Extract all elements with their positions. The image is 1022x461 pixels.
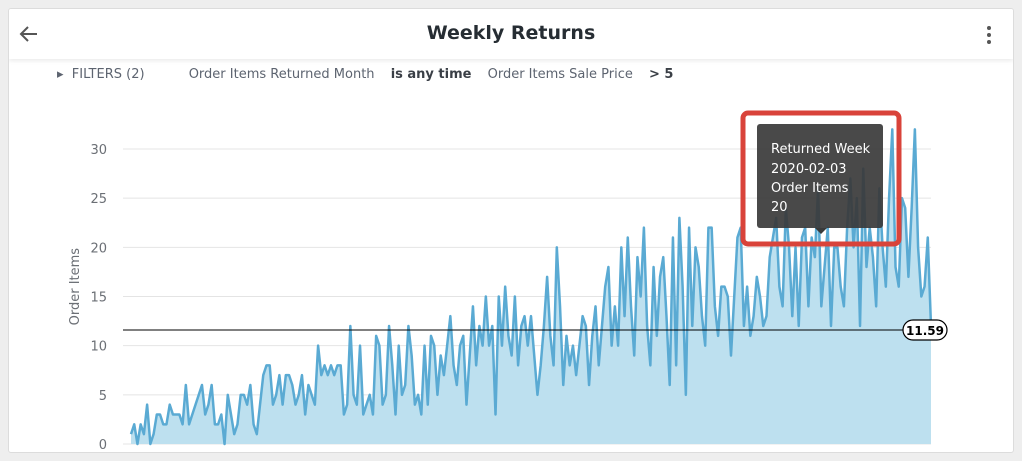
tooltip-text: 20 [771, 200, 788, 215]
y-tick-label: 10 [90, 340, 107, 355]
tooltip-text: Returned Week [771, 142, 871, 157]
reference-label-box [902, 319, 948, 341]
tooltip-pointer [815, 228, 827, 234]
area-line [129, 128, 933, 446]
filter: Order Items Sale Price > 5 [488, 67, 674, 82]
y-tick-label: 30 [90, 143, 107, 158]
reference-label: 11.59 [906, 324, 944, 338]
tooltip-text: 2020-02-03 [771, 162, 847, 177]
tooltip-box [757, 124, 883, 228]
y-tick-label: 20 [90, 241, 107, 256]
filter-field: Order Items Returned Month [188, 67, 375, 82]
tooltip: Returned Week 2020-02-03 Order Items 20 [757, 124, 883, 234]
filters-toggle[interactable]: ▸ FILTERS (2) [57, 67, 145, 82]
filters: ▸ FILTERS (2) Order Items Returned Month… [57, 67, 685, 82]
filter-condition: > 5 [649, 67, 674, 82]
y-tick-label: 5 [99, 389, 107, 404]
menu-button[interactable] [984, 23, 994, 47]
title: Weekly Returns [426, 22, 596, 44]
y-axis-label: Order Items [68, 248, 83, 326]
header: Weekly Returns [9, 9, 1013, 59]
y-tick-label: 15 [90, 291, 107, 306]
filter: Order Items Returned Month is any time [189, 67, 472, 82]
filter-field: Order Items Sale Price [487, 67, 633, 82]
filters-label: FILTERS (2) [71, 67, 145, 82]
y-tick-label: 25 [90, 192, 107, 207]
chart: 0 5 10 15 20 25 30 Order Items 11.59 Returned Wee… [68, 110, 948, 452]
filter-condition: is any time [390, 67, 472, 82]
back-button[interactable] [17, 22, 41, 46]
tooltip-text: Order Items [771, 181, 849, 196]
y-tick-label: 0 [99, 438, 107, 452]
card: 0 5 10 15 20 25 30 Order Items 11.59 Returned Wee… [8, 8, 1014, 453]
highlight-box [740, 110, 902, 247]
